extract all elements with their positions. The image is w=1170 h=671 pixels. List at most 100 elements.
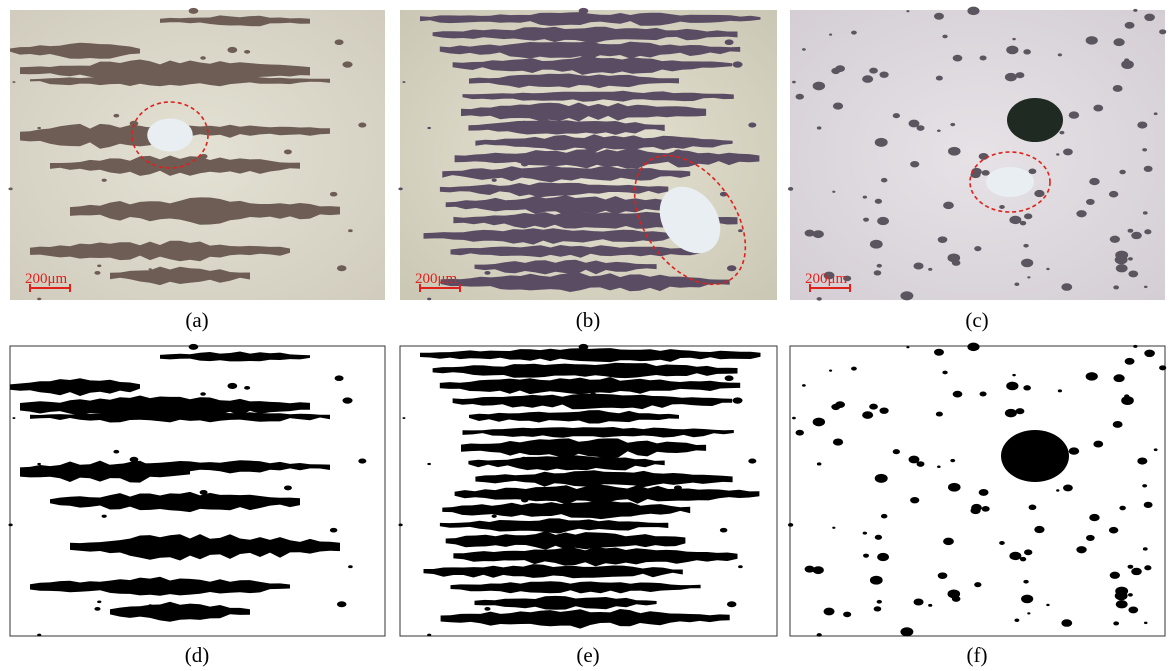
particle	[913, 598, 924, 606]
particle	[348, 565, 353, 569]
particle	[1004, 72, 1017, 82]
particle	[1012, 373, 1016, 377]
particle	[1115, 377, 1123, 382]
particle	[491, 178, 497, 182]
streak	[475, 470, 733, 488]
streak	[442, 501, 691, 520]
particle	[1142, 547, 1148, 551]
particle	[199, 153, 208, 159]
particle	[1034, 525, 1045, 534]
particle	[188, 343, 199, 350]
particle	[1143, 621, 1148, 625]
streak	[423, 228, 683, 245]
particle	[999, 205, 1005, 210]
particle	[334, 375, 344, 382]
particle	[862, 531, 868, 535]
particle	[1012, 37, 1016, 41]
panel	[8, 343, 386, 637]
particle	[342, 61, 353, 68]
particle	[1137, 457, 1148, 465]
particle	[12, 417, 16, 419]
particle	[908, 119, 920, 128]
particle	[1046, 603, 1050, 607]
particle	[900, 291, 914, 301]
particle	[804, 565, 815, 573]
particle	[832, 438, 844, 446]
particle	[950, 122, 956, 127]
particle	[617, 46, 628, 54]
particle	[831, 67, 841, 75]
particle	[1142, 484, 1148, 488]
particle	[1093, 104, 1104, 112]
particle	[1137, 121, 1148, 129]
particle	[484, 270, 491, 275]
particle	[874, 198, 883, 204]
particle	[1127, 228, 1134, 233]
particle	[832, 190, 836, 193]
particle	[892, 113, 900, 119]
particle	[200, 56, 206, 60]
streak	[452, 393, 733, 410]
particle	[804, 229, 815, 237]
particle	[1023, 579, 1029, 584]
particle	[491, 514, 497, 518]
scale-bar-label: 200μm	[25, 271, 68, 287]
particle	[336, 601, 347, 608]
streak	[439, 518, 669, 534]
particle	[951, 259, 961, 266]
particle	[1024, 549, 1033, 556]
particle	[1089, 513, 1100, 522]
particle	[1015, 72, 1025, 79]
panel: 200μm	[8, 7, 385, 301]
particle	[1056, 489, 1060, 492]
particle	[590, 392, 596, 396]
particle	[874, 473, 888, 483]
particle	[937, 572, 948, 580]
panel-label: (b)	[576, 308, 601, 332]
streak	[461, 102, 707, 122]
panel-frame	[789, 345, 1166, 637]
particle	[1115, 264, 1128, 273]
particle	[947, 482, 961, 492]
particle	[843, 611, 852, 618]
particle	[876, 263, 882, 268]
particle	[937, 236, 948, 244]
particle	[935, 411, 943, 417]
panel-label: (e)	[576, 643, 599, 667]
particle	[863, 217, 869, 222]
streak	[30, 75, 330, 87]
panel-label: (a)	[185, 308, 208, 332]
particle	[1115, 600, 1128, 609]
particle	[1023, 385, 1031, 391]
particle	[1143, 501, 1153, 508]
particle	[880, 177, 888, 183]
particle	[244, 49, 251, 54]
particle	[336, 265, 347, 272]
particle	[334, 39, 344, 46]
particle	[1076, 546, 1087, 554]
particle	[1006, 381, 1019, 391]
dark-blob	[1001, 430, 1069, 482]
particle	[427, 462, 431, 466]
streak	[454, 148, 760, 169]
particle	[1131, 567, 1142, 576]
particle	[732, 61, 743, 68]
particle	[637, 276, 641, 279]
particle	[148, 268, 152, 271]
particle	[487, 600, 492, 604]
particle	[979, 55, 987, 61]
particle	[1028, 504, 1037, 511]
streak	[469, 410, 679, 424]
highlight-inclusion	[659, 186, 721, 254]
particle	[283, 149, 292, 155]
particle	[879, 407, 889, 414]
panel: 200μm	[398, 7, 777, 301]
streak	[462, 427, 734, 438]
particle	[101, 178, 107, 182]
particle	[1023, 243, 1029, 248]
streak	[453, 546, 738, 567]
particle	[1128, 606, 1139, 614]
particle	[519, 120, 529, 127]
streak	[420, 12, 761, 26]
particle	[188, 7, 199, 14]
